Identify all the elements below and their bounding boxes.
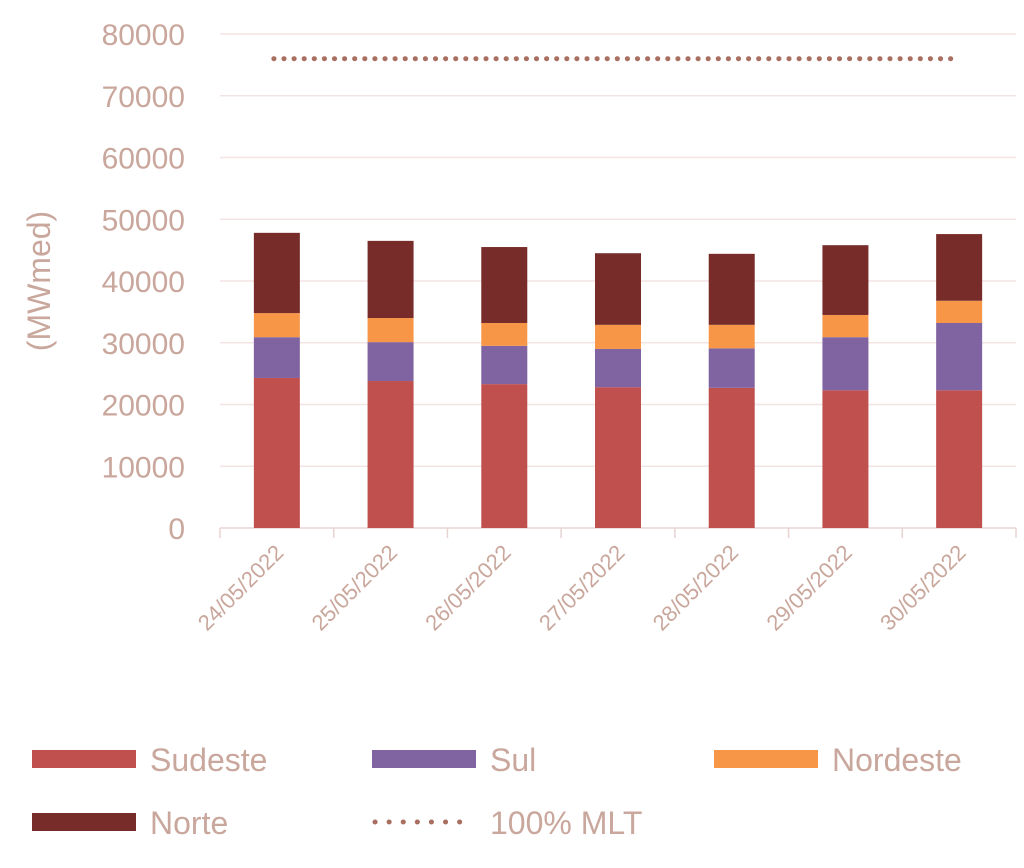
bar-sul (822, 337, 869, 391)
x-tick-label: 26/05/2022 (420, 540, 516, 636)
legend-swatch-norte (32, 813, 136, 831)
legend-label: Sudeste (150, 742, 267, 778)
x-tick-label: 24/05/2022 (193, 540, 289, 636)
bar-nordeste (253, 313, 300, 338)
bar-norte (708, 253, 755, 325)
y-tick-label: 40000 (102, 266, 185, 299)
legend-label: Sul (490, 742, 536, 778)
y-tick-label: 10000 (102, 451, 185, 484)
y-axis-label: (MWmed) (21, 211, 57, 351)
bar-nordeste (367, 318, 414, 343)
legend-swatch-sul (372, 750, 476, 768)
bar-nordeste (595, 324, 641, 349)
legend-label: Norte (150, 805, 228, 841)
bar-norte (481, 247, 528, 323)
legend-swatch-nordeste (714, 750, 818, 768)
bar-nordeste (481, 322, 528, 346)
bar-nordeste (936, 300, 983, 323)
bar-nordeste (822, 314, 869, 338)
bar-sul (481, 345, 528, 385)
bar-sudeste (822, 390, 869, 528)
x-tick-label: 30/05/2022 (875, 540, 971, 636)
y-tick-label: 70000 (102, 81, 185, 114)
bar-norte (595, 253, 641, 325)
y-tick-label: 50000 (102, 204, 185, 237)
x-tick-label: 27/05/2022 (534, 540, 630, 636)
y-tick-label: 30000 (102, 328, 185, 361)
bar-sul (936, 322, 983, 391)
legend-label: 100% MLT (490, 805, 642, 841)
y-tick-label: 20000 (102, 390, 185, 423)
bar-sudeste (253, 377, 300, 528)
x-tick-label: 29/05/2022 (761, 540, 857, 636)
bar-norte (822, 245, 869, 315)
bar-sul (253, 337, 300, 378)
legend-label: Nordeste (832, 742, 962, 778)
bar-sul (708, 348, 755, 388)
y-tick-label: 0 (168, 513, 185, 546)
legend-swatch-sudeste (32, 750, 136, 768)
bar-nordeste (708, 324, 755, 349)
bar-norte (367, 240, 414, 319)
y-tick-label: 60000 (102, 143, 185, 176)
bar-norte (936, 234, 983, 301)
bar-norte (253, 232, 300, 314)
bar-sudeste (367, 381, 414, 528)
bar-sudeste (481, 384, 528, 528)
x-tick-label: 25/05/2022 (307, 540, 403, 636)
bar-sul (595, 348, 641, 388)
x-tick-label: 28/05/2022 (648, 540, 744, 636)
bar-sudeste (936, 390, 983, 528)
bar-sul (367, 342, 414, 382)
bar-sudeste (595, 387, 641, 528)
bar-sudeste (708, 387, 755, 528)
y-tick-label: 80000 (102, 19, 185, 52)
